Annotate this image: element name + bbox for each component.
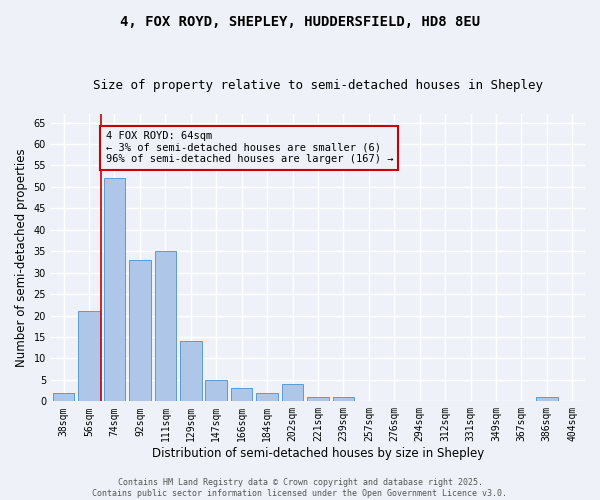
Bar	[536, 397, 557, 402]
Bar	[332, 397, 354, 402]
Bar	[282, 384, 304, 402]
Bar	[104, 178, 125, 402]
Text: 4, FOX ROYD, SHEPLEY, HUDDERSFIELD, HD8 8EU: 4, FOX ROYD, SHEPLEY, HUDDERSFIELD, HD8 …	[120, 15, 480, 29]
Bar	[129, 260, 151, 402]
Bar	[205, 380, 227, 402]
Title: Size of property relative to semi-detached houses in Shepley: Size of property relative to semi-detach…	[93, 79, 543, 92]
Bar	[155, 251, 176, 402]
Text: 4 FOX ROYD: 64sqm
← 3% of semi-detached houses are smaller (6)
96% of semi-detac: 4 FOX ROYD: 64sqm ← 3% of semi-detached …	[106, 131, 393, 164]
Bar	[180, 342, 202, 402]
Bar	[256, 393, 278, 402]
Bar	[307, 397, 329, 402]
Y-axis label: Number of semi-detached properties: Number of semi-detached properties	[15, 148, 28, 367]
Bar	[53, 393, 74, 402]
Bar	[78, 312, 100, 402]
X-axis label: Distribution of semi-detached houses by size in Shepley: Distribution of semi-detached houses by …	[152, 447, 484, 460]
Bar	[231, 388, 253, 402]
Text: Contains HM Land Registry data © Crown copyright and database right 2025.
Contai: Contains HM Land Registry data © Crown c…	[92, 478, 508, 498]
